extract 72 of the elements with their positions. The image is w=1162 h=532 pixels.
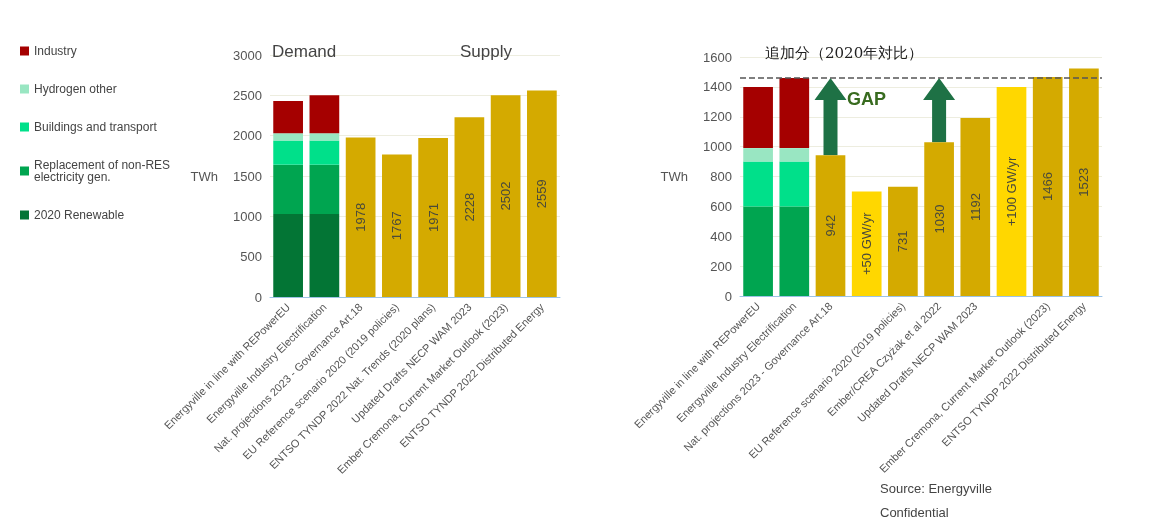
source-note: Source: Energyville	[880, 481, 992, 496]
bar	[273, 164, 303, 214]
annotation: +50 GW/yr	[859, 211, 875, 275]
data-label: 1523	[1076, 167, 1092, 197]
y-tick-label: 800	[710, 169, 732, 184]
bar	[309, 95, 340, 134]
legend-label: Buildings and transport	[34, 120, 158, 134]
y-tick-label: 1600	[703, 49, 732, 65]
annotation: +100 GW/yr	[1004, 155, 1019, 227]
y-tick-label: 3000	[233, 47, 262, 63]
y-axis-title: TWh	[660, 169, 688, 184]
legend-label: Hydrogen other	[34, 82, 117, 96]
data-label: 1466	[1040, 172, 1056, 201]
bar	[779, 206, 810, 296]
bar	[273, 133, 303, 141]
bar	[996, 86, 1027, 296]
y-tick-label: 1000	[233, 208, 262, 224]
bar	[309, 213, 340, 297]
bar	[743, 148, 773, 162]
y-tick-label: 1000	[703, 139, 732, 155]
bar	[309, 133, 340, 141]
bar	[309, 140, 340, 165]
bar	[382, 154, 412, 297]
bar	[1069, 68, 1099, 296]
y-tick-label: 1400	[703, 79, 732, 95]
bar	[851, 191, 882, 296]
bar	[418, 138, 448, 297]
data-label: 1192	[967, 192, 983, 221]
data-label: 942	[823, 214, 838, 237]
data-label: 2559	[534, 179, 550, 209]
y-axis-title: TWh	[190, 168, 218, 184]
bar	[779, 148, 810, 162]
y-tick-label: 2500	[233, 87, 262, 103]
bar	[743, 161, 773, 207]
data-label: 1767	[389, 211, 405, 241]
data-label: 2502	[498, 181, 514, 211]
bar	[527, 90, 557, 297]
data-label: 1030	[931, 204, 947, 234]
y-tick-label: 200	[710, 258, 732, 274]
annotation: Supply	[460, 42, 513, 61]
bar	[273, 213, 303, 297]
bar	[960, 117, 991, 296]
bar	[345, 137, 376, 297]
y-tick-label: 600	[710, 198, 732, 214]
bar	[273, 100, 303, 134]
bar	[309, 164, 340, 214]
bar	[1032, 77, 1063, 296]
data-label: 2228	[461, 192, 477, 222]
y-tick-label: 2000	[233, 128, 262, 144]
data-label: 1971	[425, 203, 441, 232]
y-tick-label: 1500	[233, 168, 262, 184]
bar	[743, 86, 773, 149]
bar	[779, 161, 810, 207]
y-tick-label: 1200	[703, 109, 732, 125]
chart-title: 追加分（2020年対比）	[765, 43, 924, 62]
legend-label: 2020 Renewable	[34, 208, 125, 222]
y-tick-label: 0	[254, 289, 262, 305]
y-tick-label: 500	[240, 249, 262, 265]
annotation: Demand	[272, 42, 337, 61]
bar	[490, 95, 521, 297]
bar	[743, 206, 773, 296]
text: Confidential	[880, 505, 949, 520]
bar	[779, 77, 810, 149]
bar	[273, 140, 303, 165]
y-tick-label: 0	[724, 288, 732, 304]
data-label: 731	[895, 230, 911, 253]
legend-label: Replacement of non-RES electricity gen.	[34, 158, 174, 184]
data-label: 1978	[353, 202, 369, 232]
y-tick-label: 400	[710, 228, 732, 244]
legend-label: Industry	[34, 44, 77, 58]
bar	[888, 186, 918, 296]
bar	[454, 117, 485, 297]
